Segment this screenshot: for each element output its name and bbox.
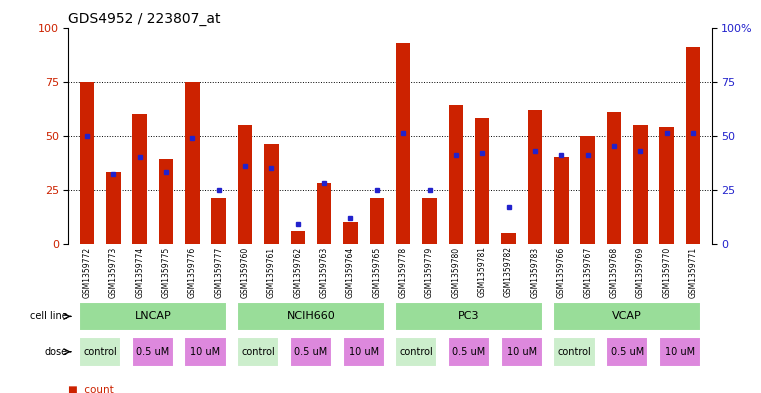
Text: GSM1359766: GSM1359766	[557, 246, 566, 298]
Text: control: control	[400, 347, 433, 357]
Bar	[106, 172, 120, 244]
Bar	[132, 337, 174, 367]
Bar	[686, 47, 700, 244]
Text: GDS4952 / 223807_at: GDS4952 / 223807_at	[68, 13, 221, 26]
Bar	[79, 337, 121, 367]
Text: GSM1359780: GSM1359780	[451, 246, 460, 298]
Text: 10 uM: 10 uM	[665, 347, 695, 357]
Bar	[395, 301, 543, 331]
Bar	[475, 118, 489, 244]
Bar	[581, 136, 595, 244]
Bar	[212, 198, 226, 244]
Bar	[501, 233, 516, 244]
Text: GSM1359770: GSM1359770	[662, 246, 671, 298]
Text: GSM1359769: GSM1359769	[636, 246, 645, 298]
Text: GSM1359761: GSM1359761	[267, 246, 276, 298]
Text: VCAP: VCAP	[613, 311, 642, 321]
Bar	[185, 81, 199, 244]
Text: GSM1359777: GSM1359777	[214, 246, 223, 298]
Bar	[449, 105, 463, 244]
Text: 0.5 uM: 0.5 uM	[295, 347, 327, 357]
Text: NCIH660: NCIH660	[287, 311, 336, 321]
Bar	[501, 337, 543, 367]
Text: GSM1359760: GSM1359760	[240, 246, 250, 298]
Bar	[159, 159, 174, 244]
Text: GSM1359771: GSM1359771	[689, 246, 698, 298]
Text: GSM1359781: GSM1359781	[478, 246, 487, 298]
Text: GSM1359772: GSM1359772	[82, 246, 91, 298]
Text: GSM1359775: GSM1359775	[161, 246, 170, 298]
Bar	[317, 183, 331, 244]
Text: GSM1359762: GSM1359762	[293, 246, 302, 298]
Text: GSM1359778: GSM1359778	[399, 246, 408, 298]
Text: cell line: cell line	[30, 311, 68, 321]
Bar	[80, 81, 94, 244]
Bar	[659, 337, 701, 367]
Text: GSM1359782: GSM1359782	[504, 246, 513, 298]
Text: GSM1359764: GSM1359764	[346, 246, 355, 298]
Bar	[422, 198, 437, 244]
Bar	[554, 157, 568, 244]
Bar	[527, 110, 542, 244]
Bar	[553, 337, 596, 367]
Bar	[237, 337, 279, 367]
Bar	[396, 42, 410, 244]
Text: control: control	[83, 347, 117, 357]
Bar	[132, 114, 147, 244]
Bar	[184, 337, 227, 367]
Bar	[237, 301, 385, 331]
Text: dose: dose	[45, 347, 68, 357]
Text: GSM1359783: GSM1359783	[530, 246, 540, 298]
Bar	[370, 198, 384, 244]
Text: 0.5 uM: 0.5 uM	[610, 347, 644, 357]
Bar	[342, 337, 385, 367]
Text: GSM1359767: GSM1359767	[583, 246, 592, 298]
Text: LNCAP: LNCAP	[135, 311, 171, 321]
Text: control: control	[558, 347, 591, 357]
Text: 10 uM: 10 uM	[349, 347, 379, 357]
Bar	[395, 337, 438, 367]
Text: GSM1359763: GSM1359763	[320, 246, 329, 298]
Text: control: control	[241, 347, 275, 357]
Text: ■  count: ■ count	[68, 385, 114, 393]
Bar	[291, 231, 305, 244]
Bar	[607, 112, 621, 244]
Text: 10 uM: 10 uM	[190, 347, 221, 357]
Bar	[448, 337, 490, 367]
Bar	[290, 337, 332, 367]
Text: GSM1359765: GSM1359765	[372, 246, 381, 298]
Bar	[264, 144, 279, 244]
Bar	[238, 125, 253, 244]
Text: GSM1359773: GSM1359773	[109, 246, 118, 298]
Text: 0.5 uM: 0.5 uM	[136, 347, 170, 357]
Bar	[553, 301, 701, 331]
Text: PC3: PC3	[458, 311, 480, 321]
Bar	[606, 337, 648, 367]
Text: 10 uM: 10 uM	[507, 347, 537, 357]
Text: GSM1359779: GSM1359779	[425, 246, 434, 298]
Bar	[79, 301, 227, 331]
Bar	[633, 125, 648, 244]
Text: 0.5 uM: 0.5 uM	[453, 347, 486, 357]
Text: GSM1359768: GSM1359768	[610, 246, 619, 298]
Bar	[660, 127, 674, 244]
Bar	[343, 222, 358, 244]
Text: GSM1359774: GSM1359774	[135, 246, 144, 298]
Text: GSM1359776: GSM1359776	[188, 246, 197, 298]
